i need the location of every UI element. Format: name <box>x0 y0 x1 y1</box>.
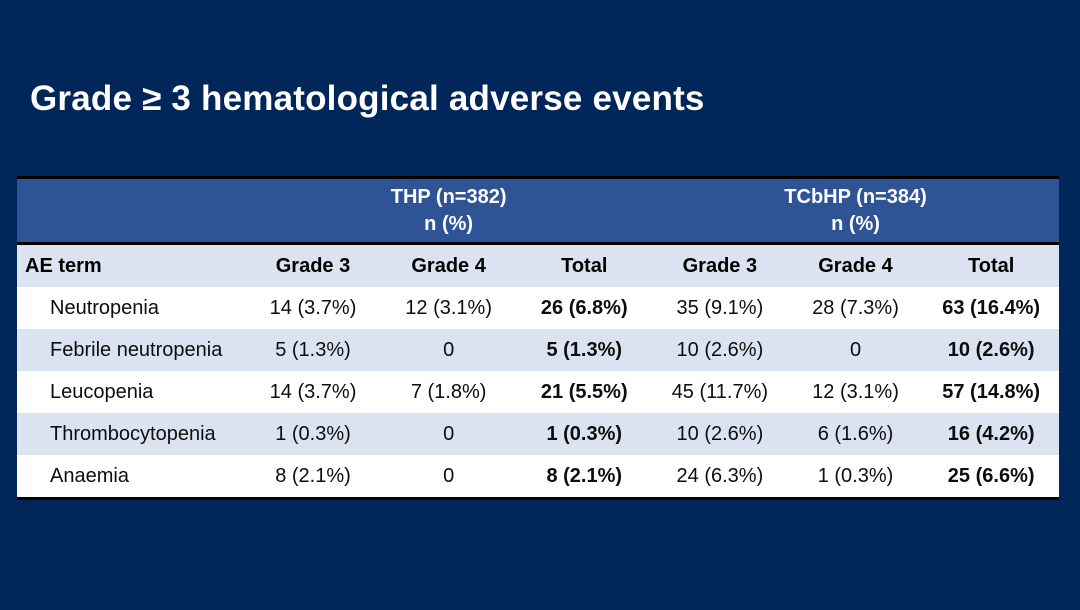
tcbhp-grade4-cell: 12 (3.1%) <box>787 371 924 413</box>
tcbhp-total-cell: 57 (14.8%) <box>923 371 1059 413</box>
adverse-events-table: THP (n=382) n (%) TCbHP (n=384) n (%) AE… <box>17 176 1059 500</box>
thp-grade3-cell: 8 (2.1%) <box>245 455 381 499</box>
column-header-thp-grade3: Grade 3 <box>245 243 381 287</box>
group-header-row: THP (n=382) n (%) TCbHP (n=384) n (%) <box>17 177 1059 245</box>
group-header-thp-label: THP (n=382) <box>390 185 507 208</box>
adverse-events-table-container: THP (n=382) n (%) TCbHP (n=384) n (%) AE… <box>17 176 1059 500</box>
thp-total-cell: 26 (6.8%) <box>516 287 653 329</box>
thp-grade3-cell: 14 (3.7%) <box>245 287 381 329</box>
thp-grade3-cell: 5 (1.3%) <box>245 329 381 371</box>
ae-term-cell: Leucopenia <box>17 371 246 413</box>
column-header-thp-total: Total <box>516 243 653 287</box>
thp-grade3-cell: 1 (0.3%) <box>245 413 381 455</box>
tcbhp-grade4-cell: 0 <box>787 329 924 371</box>
tcbhp-grade3-cell: 10 (2.6%) <box>652 413 788 455</box>
thp-total-cell: 8 (2.1%) <box>516 455 653 499</box>
group-header-empty-cell <box>17 177 246 245</box>
tcbhp-grade3-cell: 45 (11.7%) <box>652 371 788 413</box>
column-header-tcbhp-grade3: Grade 3 <box>652 243 788 287</box>
thp-grade4-cell: 0 <box>380 329 517 371</box>
column-header-tcbhp-total: Total <box>923 243 1059 287</box>
group-header-thp: THP (n=382) n (%) <box>245 177 653 245</box>
column-header-row: AE term Grade 3 Grade 4 Total Grade 3 Gr… <box>17 243 1059 287</box>
table-row-thrombocytopenia: Thrombocytopenia 1 (0.3%) 0 1 (0.3%) 10 … <box>17 413 1059 455</box>
tcbhp-grade3-cell: 10 (2.6%) <box>652 329 788 371</box>
tcbhp-grade4-cell: 6 (1.6%) <box>787 413 924 455</box>
thp-grade4-cell: 0 <box>380 413 517 455</box>
tcbhp-total-cell: 10 (2.6%) <box>923 329 1059 371</box>
thp-total-cell: 1 (0.3%) <box>516 413 653 455</box>
thp-grade4-cell: 0 <box>380 455 517 499</box>
tcbhp-total-cell: 63 (16.4%) <box>923 287 1059 329</box>
tcbhp-total-cell: 16 (4.2%) <box>923 413 1059 455</box>
tcbhp-grade3-cell: 24 (6.3%) <box>652 455 788 499</box>
thp-grade3-cell: 14 (3.7%) <box>245 371 381 413</box>
thp-total-cell: 5 (1.3%) <box>516 329 653 371</box>
table-row-anaemia: Anaemia 8 (2.1%) 0 8 (2.1%) 24 (6.3%) 1 … <box>17 455 1059 499</box>
tcbhp-grade3-cell: 35 (9.1%) <box>652 287 788 329</box>
thp-grade4-cell: 7 (1.8%) <box>380 371 517 413</box>
tcbhp-grade4-cell: 28 (7.3%) <box>787 287 924 329</box>
tcbhp-total-cell: 25 (6.6%) <box>923 455 1059 499</box>
ae-term-cell: Febrile neutropenia <box>17 329 246 371</box>
tcbhp-grade4-cell: 1 (0.3%) <box>787 455 924 499</box>
group-header-tcbhp-sub: n (%) <box>831 212 880 235</box>
ae-term-cell: Thrombocytopenia <box>17 413 246 455</box>
thp-total-cell: 21 (5.5%) <box>516 371 653 413</box>
group-header-thp-sub: n (%) <box>424 212 474 235</box>
column-header-tcbhp-grade4: Grade 4 <box>787 243 924 287</box>
table-row-neutropenia: Neutropenia 14 (3.7%) 12 (3.1%) 26 (6.8%… <box>17 287 1059 329</box>
group-header-tcbhp-label: TCbHP (n=384) <box>784 185 927 208</box>
column-header-thp-grade4: Grade 4 <box>380 243 517 287</box>
column-header-ae-term: AE term <box>17 243 246 287</box>
thp-grade4-cell: 12 (3.1%) <box>380 287 517 329</box>
table-row-febrile-neutropenia: Febrile neutropenia 5 (1.3%) 0 5 (1.3%) … <box>17 329 1059 371</box>
page-title: Grade ≥ 3 hematological adverse events <box>30 79 705 119</box>
group-header-tcbhp: TCbHP (n=384) n (%) <box>652 177 1059 245</box>
ae-term-cell: Anaemia <box>17 455 246 499</box>
ae-term-cell: Neutropenia <box>17 287 246 329</box>
table-row-leucopenia: Leucopenia 14 (3.7%) 7 (1.8%) 21 (5.5%) … <box>17 371 1059 413</box>
